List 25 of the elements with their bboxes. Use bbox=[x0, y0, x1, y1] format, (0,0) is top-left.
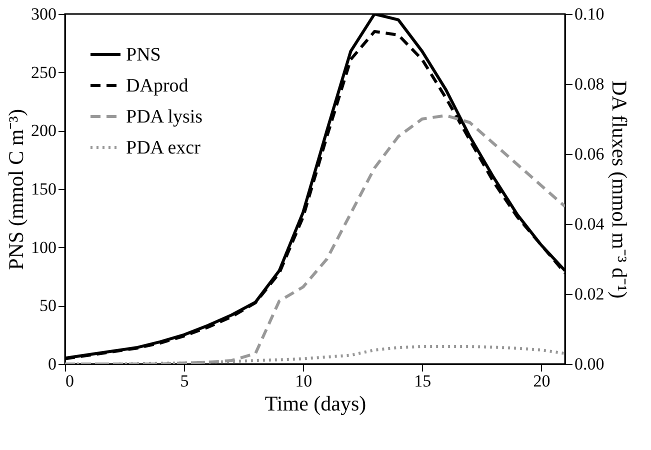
y-tick-label: 300 bbox=[31, 4, 56, 24]
y2-tick-label: 0.04 bbox=[574, 214, 605, 234]
y-tick-label: 0 bbox=[48, 354, 56, 374]
legend-label: PDA excr bbox=[126, 138, 202, 158]
legend-label: DAprod bbox=[126, 76, 189, 96]
y-tick-label: 200 bbox=[31, 121, 56, 140]
x-tick-label: 10 bbox=[295, 372, 312, 390]
y2-tick-label: 0.00 bbox=[574, 354, 604, 374]
x-tick-label: 15 bbox=[414, 372, 432, 390]
x-tick-label: 20 bbox=[533, 372, 550, 390]
y2-tick-label: 0.06 bbox=[574, 144, 604, 164]
y-tick-label: 150 bbox=[31, 180, 56, 198]
y-tick-label: 100 bbox=[31, 238, 56, 257]
legend-label: PDA lysis bbox=[126, 106, 203, 128]
legend-label: PNS bbox=[126, 44, 161, 66]
x-axis-title: Time (days) bbox=[264, 392, 366, 416]
y-tick-label: 50 bbox=[40, 296, 56, 316]
y2-axis-title: DA fluxes (mmol m⁻³ d⁻¹) bbox=[607, 80, 632, 298]
x-tick-label: 5 bbox=[180, 372, 189, 390]
y-tick-label: 250 bbox=[31, 62, 56, 82]
y2-tick-label: 0.08 bbox=[574, 74, 604, 94]
x-tick-label: 0 bbox=[66, 372, 74, 390]
y2-tick-label: 0.02 bbox=[574, 284, 604, 304]
y2-tick-label: 0.10 bbox=[574, 4, 604, 24]
y-axis-title: PNS (mmol C m⁻³) bbox=[4, 109, 28, 270]
